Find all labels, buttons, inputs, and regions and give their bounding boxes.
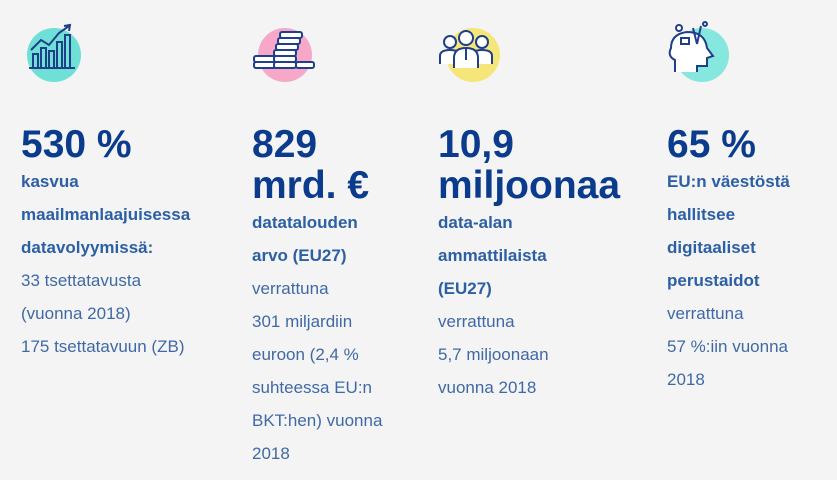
stat-detail-line: 2018	[667, 370, 705, 389]
stat-value: mrd. €	[252, 164, 370, 207]
stat-detail-line: 57 %:iin vuonna	[667, 337, 788, 356]
head-ideas-icon	[667, 20, 747, 100]
stat-highlight-line: data-alan	[438, 213, 513, 232]
stat-digital-skills: 65 % EU:n väestöstä hallitsee digitaalis…	[667, 0, 832, 396]
stat-highlight-line: maailmanlaajuisessa	[21, 205, 191, 224]
stat-detail-line: 2018	[252, 444, 290, 463]
stat-detail-line: verrattuna	[438, 312, 515, 331]
stat-highlight-line: EU:n väestöstä	[667, 172, 790, 191]
stat-detail-line: 5,7 miljoonaan	[438, 345, 549, 364]
stat-highlight-line: datavolyymissä:	[21, 238, 154, 257]
coin-stack-icon	[252, 20, 332, 100]
stat-data-economy: 829 mrd. € datatalouden arvo (EU27) verr…	[252, 0, 422, 470]
stat-highlight-line: ammattilaista	[438, 246, 547, 265]
stat-detail-line: 175 tsettatavuun (ZB)	[21, 337, 185, 356]
stat-detail-line: 301 miljardiin	[252, 312, 353, 331]
growth-chart-icon	[21, 20, 101, 100]
stat-detail-line: BKT:hen) vuonna	[252, 411, 383, 430]
stat-highlight-line: arvo (EU27)	[252, 246, 347, 265]
stat-detail-line: verrattuna	[252, 279, 329, 298]
stat-data-professionals: 10,9 miljoonaa data-alan ammattilaista (…	[438, 0, 653, 404]
stat-detail-line: (vuonna 2018)	[21, 304, 131, 323]
stat-highlight-line: (EU27)	[438, 279, 492, 298]
stat-detail-line: verrattuna	[667, 304, 744, 323]
stat-highlight-line: perustaidot	[667, 271, 760, 290]
stat-detail-line: 33 tsettatavusta	[21, 271, 142, 290]
stat-value: miljoonaa	[438, 164, 621, 207]
stat-value: 10,9	[438, 123, 514, 166]
stat-highlight-line: hallitsee	[667, 205, 736, 224]
stat-highlight-line: kasvua	[21, 172, 79, 191]
stat-value: 530 %	[21, 123, 132, 166]
stat-value: 65 %	[667, 123, 756, 166]
stat-detail-line: suhteessa EU:n	[252, 378, 373, 397]
people-group-icon	[438, 20, 518, 100]
stat-data-volume: 530 % kasvua maailmanlaajuisessa datavol…	[21, 0, 226, 363]
stat-detail-line: euroon (2,4 %	[252, 345, 359, 364]
stat-detail-line: vuonna 2018	[438, 378, 537, 397]
stat-highlight-line: digitaaliset	[667, 238, 756, 257]
stat-highlight-line: datatalouden	[252, 213, 358, 232]
stat-value: 829	[252, 123, 318, 166]
